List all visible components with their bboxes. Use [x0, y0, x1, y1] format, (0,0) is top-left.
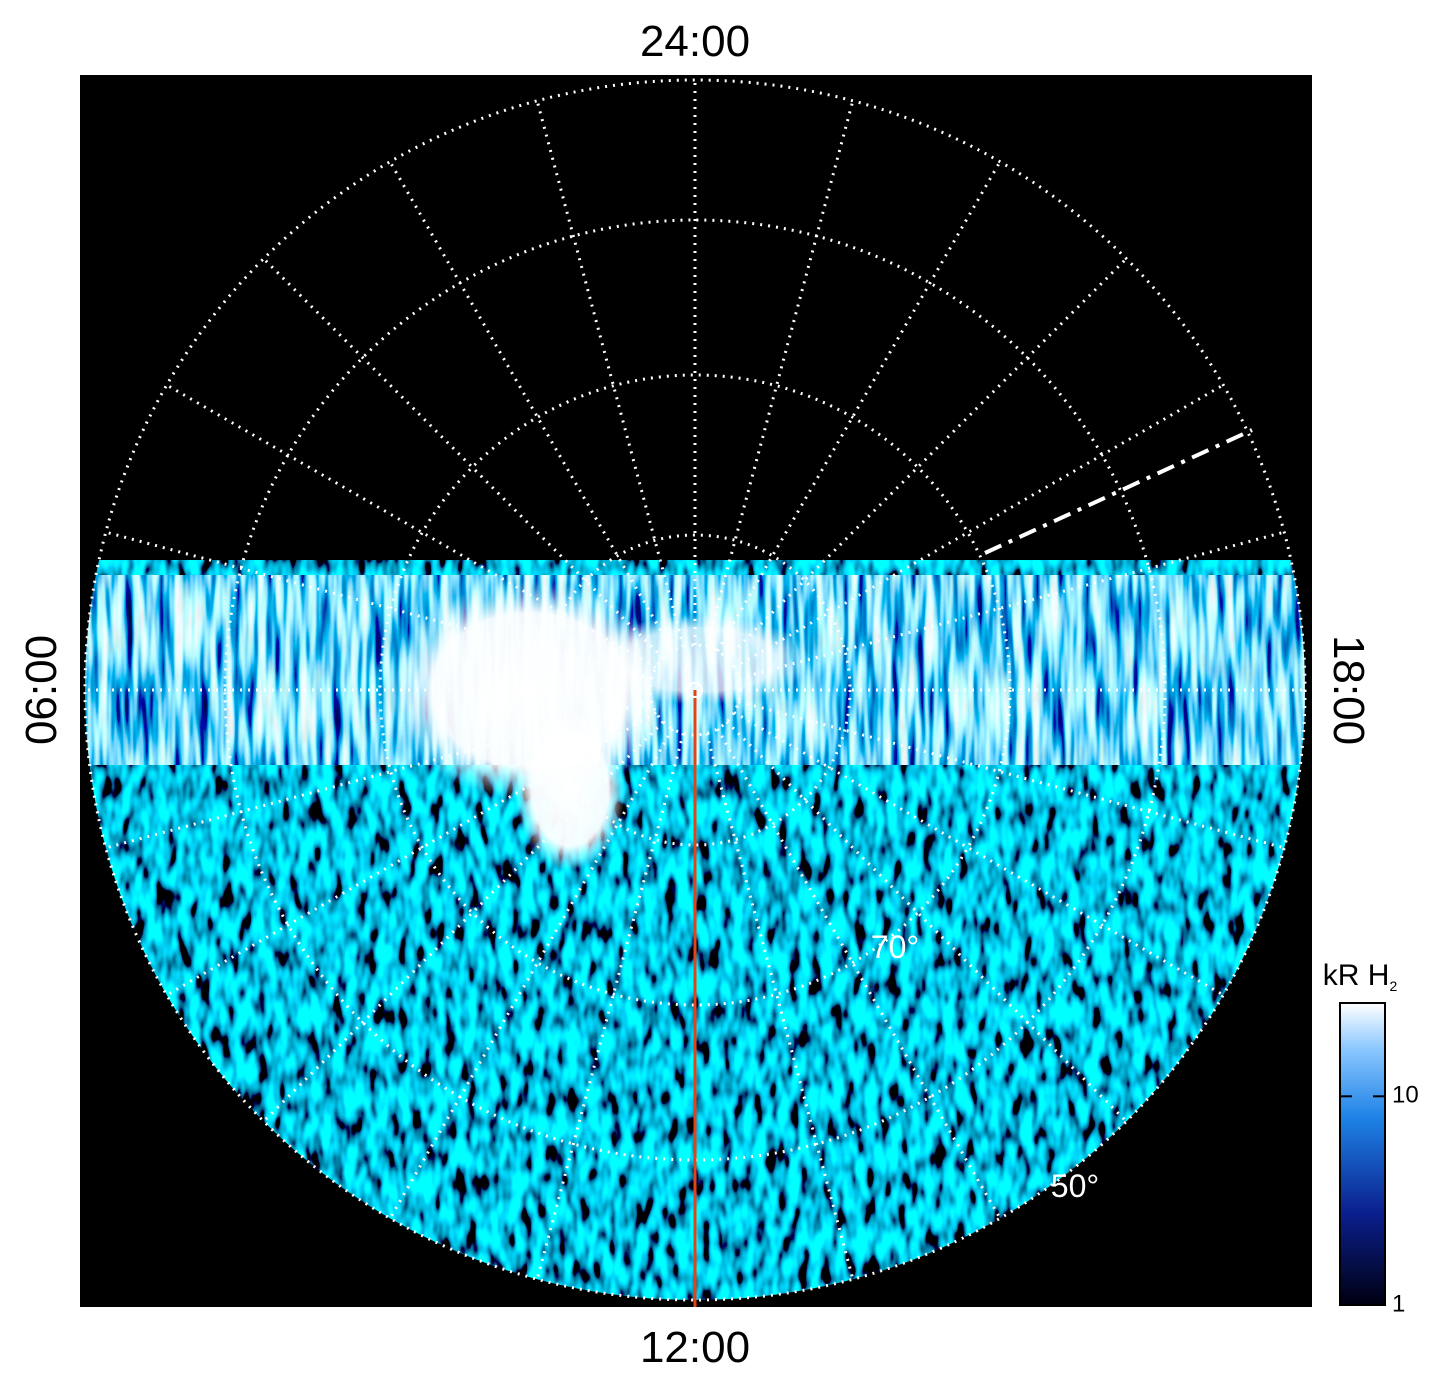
latitude-circle — [378, 373, 1012, 1007]
latitude-circle — [538, 533, 852, 847]
pole-marker — [687, 682, 703, 698]
colorbar — [1339, 1002, 1386, 1306]
latitude-label: 50° — [1051, 1168, 1099, 1204]
colorbar-tick-label: 10 — [1392, 1082, 1419, 1109]
colorbar-subscript: 2 — [1389, 978, 1397, 994]
latitude-circle — [83, 78, 1307, 1302]
colorbar-tick-label: 1 — [1392, 1290, 1405, 1317]
dashed-line — [984, 428, 1253, 555]
latitude-label: 70° — [871, 929, 919, 965]
colorbar-title: kR H2 — [1323, 959, 1398, 994]
time-label: 18:00 — [1324, 635, 1373, 745]
bright-region — [590, 615, 810, 705]
time-label: 24:00 — [640, 17, 750, 66]
polar-grid — [83, 78, 1307, 1302]
time-label: 12:00 — [640, 1323, 750, 1372]
colorbar-axis: 1 10 — [1340, 1082, 1419, 1317]
bright-region — [515, 710, 625, 870]
time-label: 06:00 — [17, 635, 66, 745]
colorbar-label: kR H — [1323, 959, 1390, 992]
